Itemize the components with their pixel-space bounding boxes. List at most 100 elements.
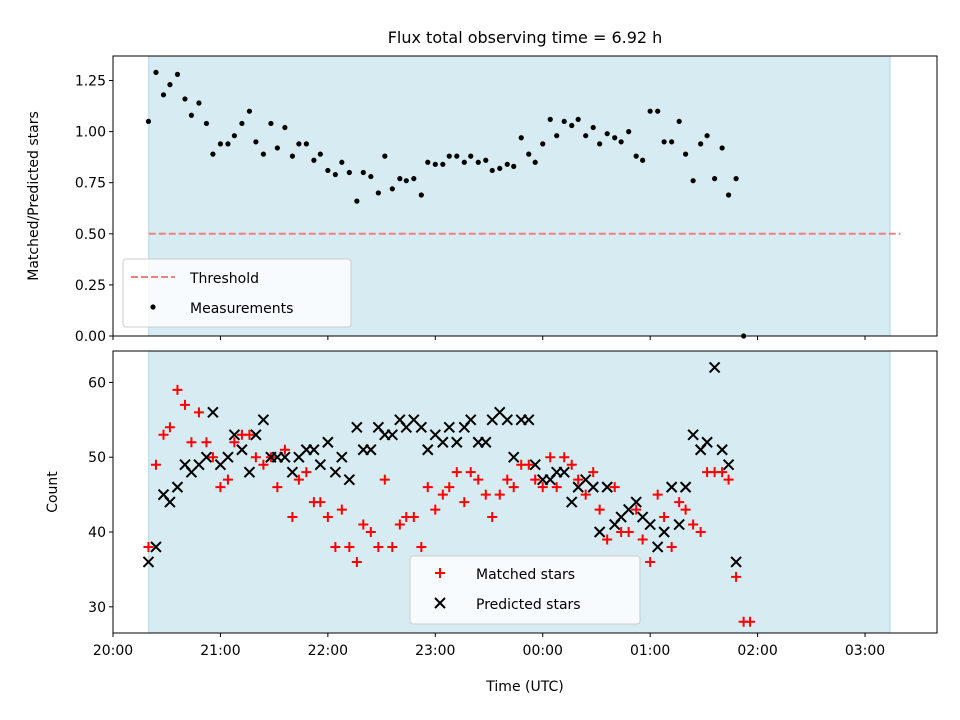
top-x-ticks <box>112 336 866 340</box>
predicted-star-point <box>236 444 248 456</box>
measurement-point <box>332 171 338 178</box>
predicted-star-point <box>386 429 399 441</box>
top-legend: Threshold Measurements <box>122 258 352 328</box>
measurement-point <box>411 176 417 182</box>
matched-star-point <box>473 474 484 485</box>
measurement-point <box>403 178 409 184</box>
predicted-star-point <box>644 518 656 531</box>
measurement-point <box>526 151 532 157</box>
bottom-y-axis-label: Count <box>45 471 61 513</box>
measurement-point <box>239 120 245 127</box>
predicted-star-point <box>207 406 219 419</box>
measurement-point <box>153 69 159 75</box>
measurement-point <box>468 153 474 159</box>
chart-title: Flux total observing time = 6.92 h <box>388 28 663 47</box>
matched-star-point <box>637 534 648 545</box>
measurement-point <box>540 141 546 147</box>
measurement-point <box>188 112 195 118</box>
matched-star-point <box>193 407 204 418</box>
measurement-point <box>268 120 274 127</box>
predicted-star-point <box>722 458 735 471</box>
measurement-point <box>647 108 653 114</box>
matched-star-point <box>680 504 691 515</box>
matched-star-point <box>287 512 298 523</box>
x-tick-label: 20:00 <box>93 643 133 659</box>
bottom-y-tick-label: 60 <box>88 375 106 391</box>
matched-star-point <box>573 474 584 485</box>
measurement-point <box>590 124 596 131</box>
measurement-point <box>497 165 503 172</box>
measurement-point <box>669 139 675 145</box>
predicted-star-point <box>730 556 742 568</box>
measurement-point <box>683 151 689 157</box>
predicted-star-point <box>150 541 162 553</box>
matched-star-point <box>537 482 548 493</box>
predicted-star-point <box>523 414 535 426</box>
matched-stars-points <box>143 384 756 627</box>
measurement-point <box>375 190 381 196</box>
measurement-point <box>253 139 259 145</box>
top-y-tick-label: 1.00 <box>75 125 106 141</box>
legend-predicted-marker <box>434 597 446 609</box>
measurement-point <box>418 192 424 198</box>
predicted-star-point <box>501 414 513 426</box>
matched-star-point <box>222 474 233 485</box>
measurement-point <box>368 173 374 180</box>
measurement-point <box>210 151 216 157</box>
measurement-point <box>655 108 661 114</box>
matched-star-point <box>609 482 620 493</box>
matched-star-point <box>229 437 240 448</box>
measurement-point <box>561 118 567 125</box>
measurement-point <box>339 159 345 165</box>
predicted-star-point <box>451 436 463 448</box>
measurement-point <box>274 145 280 151</box>
matched-star-point <box>158 429 169 440</box>
matched-star-point <box>293 474 304 485</box>
matched-star-point <box>631 504 642 515</box>
predicted-star-point <box>142 556 155 568</box>
matched-star-point <box>351 556 362 567</box>
measurement-point <box>225 141 231 147</box>
measurement-point <box>346 169 352 176</box>
matched-star-point <box>580 489 591 500</box>
matched-star-point <box>215 482 226 493</box>
top-axes-frame <box>112 55 938 337</box>
matched-star-point <box>451 467 462 478</box>
bottom-y-axis: 30 40 50 60 <box>88 375 113 616</box>
measurement-point <box>296 141 302 147</box>
predicted-star-point <box>651 541 664 553</box>
matched-star-point <box>588 467 599 478</box>
predicted-star-point <box>329 466 342 478</box>
measurement-point <box>511 163 517 169</box>
measurement-point <box>569 122 575 129</box>
matched-star-point <box>437 489 448 500</box>
matched-star-point <box>430 504 441 515</box>
matched-star-point <box>459 497 470 508</box>
predicted-star-point <box>508 451 520 463</box>
matched-star-point <box>652 489 663 500</box>
matched-star-point <box>336 504 347 515</box>
bottom-legend-box <box>409 555 641 625</box>
predicted-star-point <box>257 414 270 426</box>
measurement-point <box>167 82 173 88</box>
x-tick-label: 00:00 <box>523 643 563 659</box>
count-panel: 30 40 50 60 20:00 21:00 22:00 23:00 00:00 01:00 0… <box>45 350 938 695</box>
matched-star-point <box>164 422 175 433</box>
measurement-point <box>719 145 725 151</box>
matched-star-point <box>465 467 476 478</box>
measurement-point <box>626 129 632 135</box>
measurement-point <box>182 96 188 102</box>
measurement-point <box>397 176 403 182</box>
matched-star-point <box>551 482 562 493</box>
measurement-point <box>618 139 624 145</box>
predicted-star-point <box>343 473 356 486</box>
bottom-y-tick-label: 30 <box>88 600 106 616</box>
matched-star-point <box>545 452 556 463</box>
measurement-point <box>575 116 581 122</box>
legend-threshold-label: Threshold <box>189 271 259 287</box>
matched-star-point <box>344 541 355 552</box>
matched-star-point <box>315 497 326 508</box>
legend-predicted-swatch <box>434 597 446 609</box>
matched-star-point <box>508 482 519 493</box>
